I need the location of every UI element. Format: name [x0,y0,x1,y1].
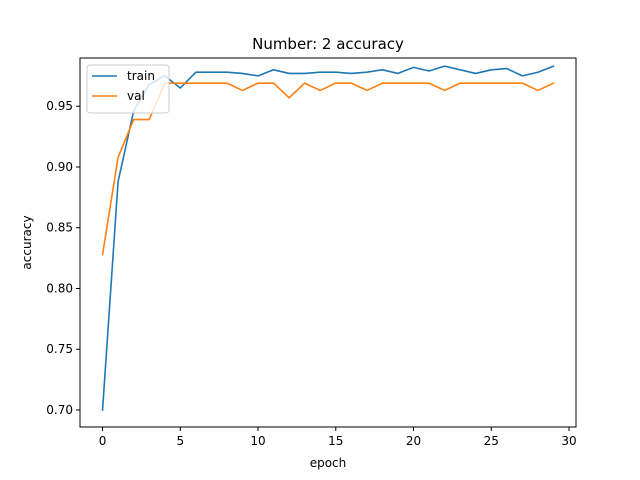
x-tick-label: 25 [484,434,499,448]
x-tick-label: 10 [250,434,265,448]
y-tick-label: 0.90 [46,160,73,174]
y-tick-label: 0.75 [46,342,73,356]
legend-label-val: val [127,89,145,103]
y-axis: 0.70 0.75 0.80 0.85 0.90 0.95 [46,99,80,417]
x-axis-label: epoch [310,456,347,470]
y-axis-label: accuracy [20,215,34,269]
y-tick-label: 0.95 [46,99,73,113]
y-tick-label: 0.80 [46,281,73,295]
y-tick-label: 0.85 [46,221,73,235]
x-tick-label: 30 [561,434,576,448]
y-tick-label: 0.70 [46,403,73,417]
legend-label-train: train [127,69,155,83]
legend: train val [86,64,170,114]
x-tick-label: 5 [176,434,184,448]
series-line-train [101,65,555,411]
chart-title: Number: 2 accuracy [252,35,404,53]
plot-frame [79,57,577,428]
series-line-val [101,82,555,256]
plot-area [101,65,555,411]
x-tick-label: 15 [328,434,343,448]
x-tick-label: 20 [406,434,421,448]
x-tick-label: 0 [99,434,107,448]
x-axis: 0 5 10 15 20 25 30 [99,427,577,448]
legend-box [86,64,170,114]
